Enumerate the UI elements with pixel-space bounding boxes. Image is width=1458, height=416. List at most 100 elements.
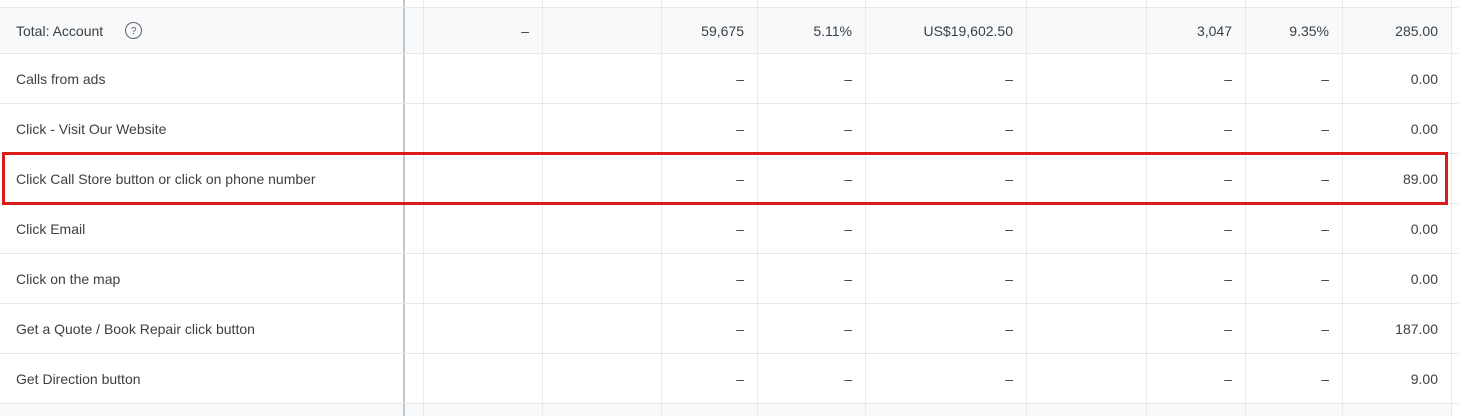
cell-col4: – [758, 254, 866, 303]
cell-col4: 5.11% [758, 8, 866, 53]
cell-col7: – [1147, 104, 1246, 153]
cell-col3: – [662, 304, 758, 353]
cell-col5: – [866, 54, 1027, 103]
filler-cell [1452, 54, 1458, 103]
cell-col5: – [866, 104, 1027, 153]
filler-cell [1452, 254, 1458, 303]
cell-col7: – [1147, 304, 1246, 353]
help-icon[interactable]: ? [125, 22, 143, 39]
cell-col1: – [424, 8, 543, 53]
spacer-cell [405, 0, 424, 7]
cell-col8: – [1246, 254, 1343, 303]
spacer-cell [405, 254, 424, 303]
cell-col5: US$19,602.50 [866, 8, 1027, 53]
table-row[interactable]: Calls from ads – – – – – 0.00 [0, 54, 1458, 104]
cell-col2 [543, 254, 662, 303]
row-label: Click Email [0, 204, 405, 253]
cell-col3: 59,675 [662, 8, 758, 53]
cell-col5: – [866, 304, 1027, 353]
cell-col1 [424, 254, 543, 303]
cell-col9: 89.00 [1343, 154, 1452, 203]
cell-col4: – [758, 204, 866, 253]
total-label-cell: Total: Account ? [0, 8, 405, 53]
cell-col4: – [758, 54, 866, 103]
table-row[interactable]: Get Direction button – – – – – 9.00 [0, 354, 1458, 404]
row-label: Click on the map [0, 254, 405, 303]
cell-col6 [1027, 304, 1147, 353]
cell-col9: 0.00 [1343, 254, 1452, 303]
cell-col4: – [758, 154, 866, 203]
spacer-cell [405, 154, 424, 203]
cell-col8: – [1246, 154, 1343, 203]
table-row[interactable]: Click - Visit Our Website – – – – – 0.00 [0, 104, 1458, 154]
cell-col8: – [1246, 104, 1343, 153]
cell-col7: – [1147, 54, 1246, 103]
spacer-cell [405, 104, 424, 153]
cell-col5: – [866, 254, 1027, 303]
cell-col8: – [1246, 304, 1343, 353]
spacer-cell [0, 0, 405, 7]
cell-col6 [1027, 254, 1147, 303]
cell-col3: – [662, 154, 758, 203]
row-label: Get Direction button [0, 354, 405, 403]
cell-col4: – [758, 104, 866, 153]
row-label: Get a Quote / Book Repair click button [0, 304, 405, 353]
partial-row-top [0, 0, 1458, 8]
cell-col7: – [1147, 154, 1246, 203]
cell-col9: 0.00 [1343, 204, 1452, 253]
spacer-cell [0, 404, 405, 416]
partial-row-bottom [0, 404, 1458, 416]
cell-col3: – [662, 354, 758, 403]
row-label: Click - Visit Our Website [0, 104, 405, 153]
filler-cell [1452, 8, 1458, 53]
cell-col2 [543, 54, 662, 103]
cell-col1 [424, 54, 543, 103]
cell-col6 [1027, 354, 1147, 403]
cell-col9: 187.00 [1343, 304, 1452, 353]
total-row[interactable]: Total: Account ? – 59,675 5.11% US$19,60… [0, 8, 1458, 54]
cell-col1 [424, 304, 543, 353]
cell-col8: – [1246, 204, 1343, 253]
cell-col1 [424, 204, 543, 253]
spacer-cell [405, 8, 424, 53]
cell-col6 [1027, 104, 1147, 153]
filler-cell [1452, 204, 1458, 253]
row-label: Calls from ads [0, 54, 405, 103]
cell-col1 [424, 354, 543, 403]
table-row[interactable]: Click on the map – – – – – 0.00 [0, 254, 1458, 304]
cell-col7: – [1147, 354, 1246, 403]
cell-col8: – [1246, 354, 1343, 403]
cell-col1 [424, 154, 543, 203]
filler-cell [1452, 104, 1458, 153]
cell-col4: – [758, 354, 866, 403]
cell-col4: – [758, 304, 866, 353]
cell-col9: 0.00 [1343, 104, 1452, 153]
cell-col7: – [1147, 204, 1246, 253]
filler-cell [1452, 304, 1458, 353]
table-row-highlighted[interactable]: Click Call Store button or click on phon… [0, 154, 1458, 204]
cell-col5: – [866, 354, 1027, 403]
cell-col2 [543, 8, 662, 53]
cell-col6 [1027, 204, 1147, 253]
cell-col9: 0.00 [1343, 54, 1452, 103]
row-label: Click Call Store button or click on phon… [0, 154, 405, 203]
cell-col5: – [866, 154, 1027, 203]
cell-col2 [543, 354, 662, 403]
filler-cell [1452, 354, 1458, 403]
spacer-cell [405, 404, 424, 416]
table-row[interactable]: Click Email – – – – – 0.00 [0, 204, 1458, 254]
cell-col8: – [1246, 54, 1343, 103]
spacer-cell [405, 54, 424, 103]
cell-col2 [543, 304, 662, 353]
cell-col7: – [1147, 254, 1246, 303]
spacer-cell [405, 304, 424, 353]
spacer-cell [405, 204, 424, 253]
table-row[interactable]: Get a Quote / Book Repair click button –… [0, 304, 1458, 354]
cell-col7: 3,047 [1147, 8, 1246, 53]
filler-cell [1452, 154, 1458, 203]
cell-col3: – [662, 104, 758, 153]
cell-col2 [543, 204, 662, 253]
cell-col2 [543, 154, 662, 203]
cell-col3: – [662, 204, 758, 253]
